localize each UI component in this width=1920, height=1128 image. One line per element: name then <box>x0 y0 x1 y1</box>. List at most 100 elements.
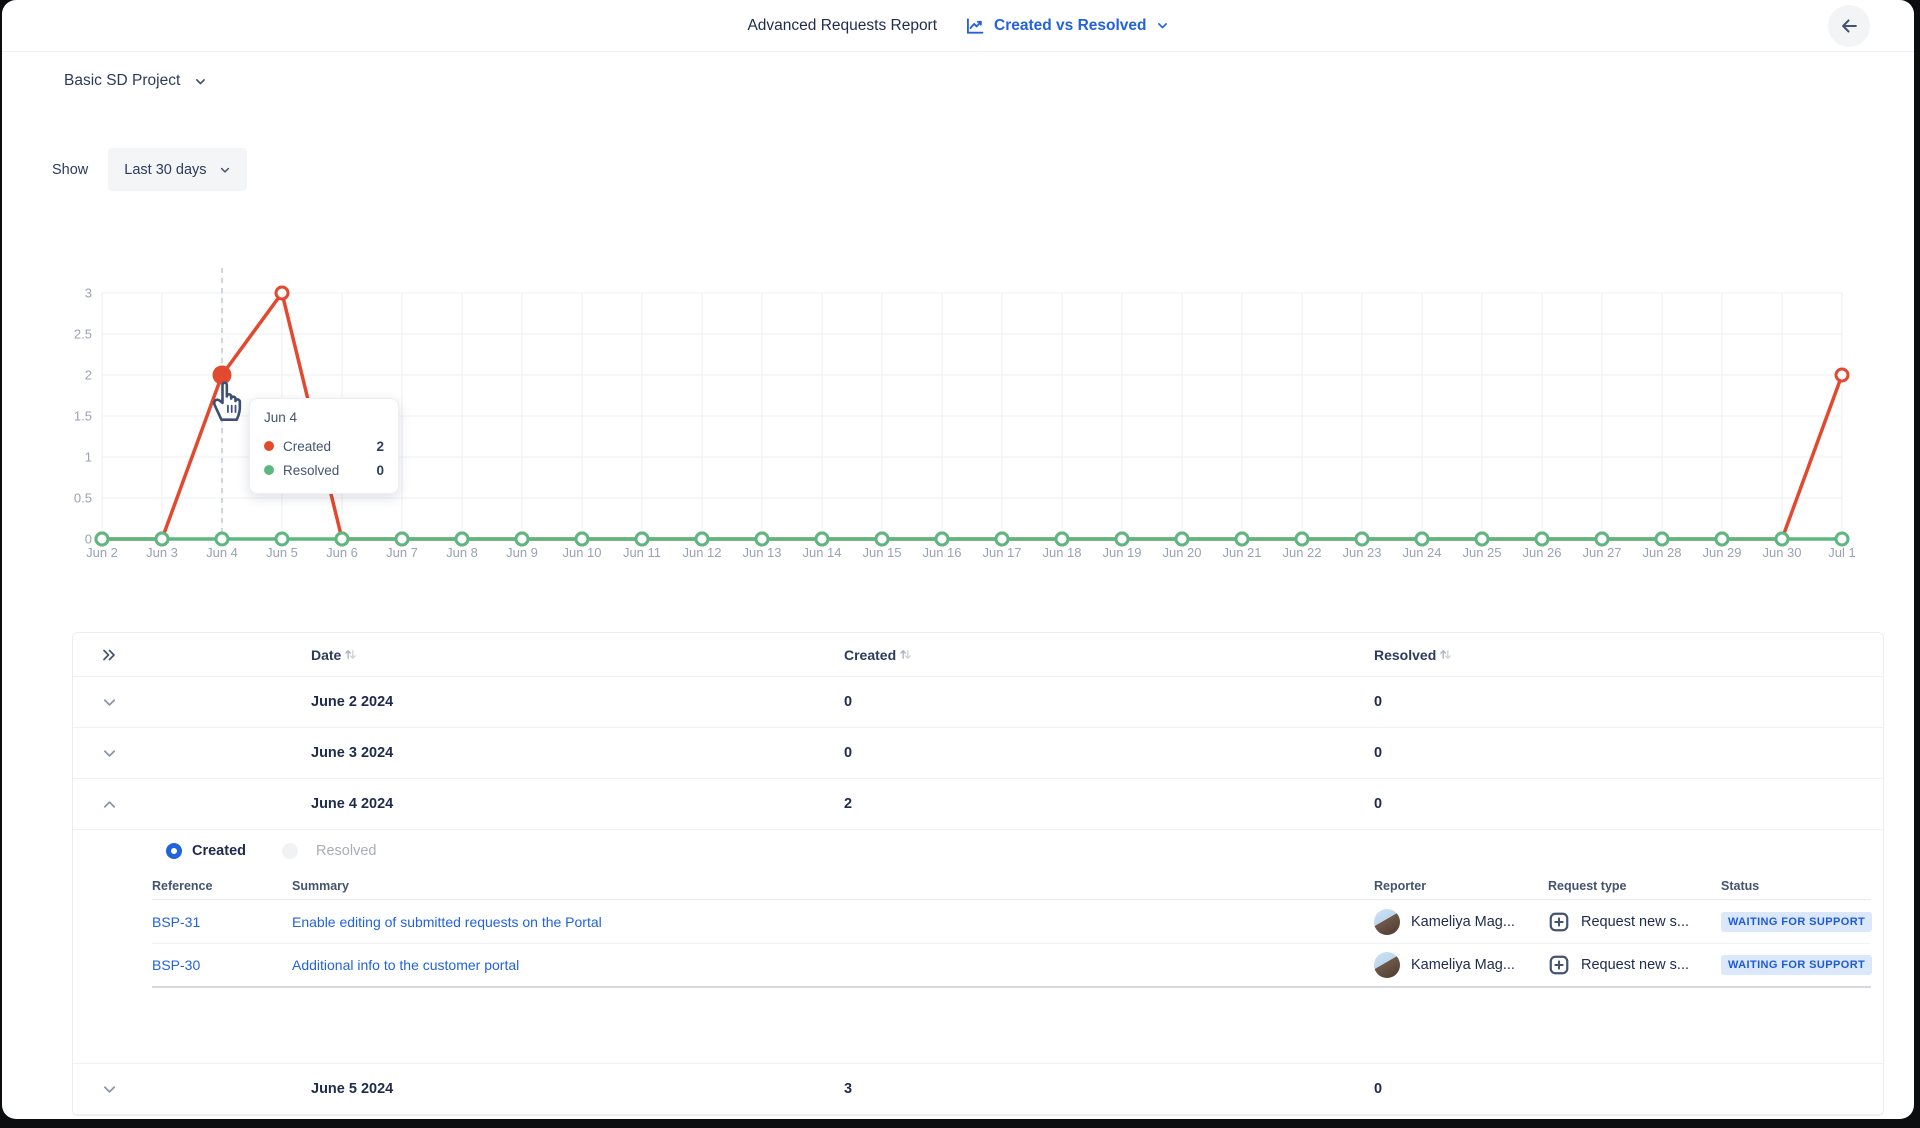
data-point-resolved[interactable] <box>454 531 470 547</box>
data-point-resolved[interactable] <box>274 531 290 547</box>
radio-resolved-label[interactable]: Resolved <box>316 843 377 859</box>
issue-summary-link[interactable]: Enable editing of submitted requests on … <box>292 913 602 930</box>
tooltip-resolved-value: 0 <box>376 462 384 478</box>
expand-row-button[interactable] <box>73 745 311 762</box>
data-point-resolved[interactable] <box>754 531 770 547</box>
column-header-resolved[interactable]: Resolved <box>1374 647 1883 663</box>
collapse-row-button[interactable] <box>73 796 311 813</box>
x-axis-tick: Jun 23 <box>1342 545 1381 560</box>
x-axis-tick: Jun 7 <box>386 545 418 560</box>
detail-filter-radios: Created Resolved <box>73 830 1883 868</box>
row-resolved-count: 0 <box>1374 796 1383 812</box>
data-point-resolved[interactable] <box>694 531 710 547</box>
y-axis-tick: 0 <box>85 532 92 547</box>
data-point-resolved[interactable] <box>1474 531 1490 547</box>
column-header-date-label: Date <box>311 646 342 663</box>
status-badge: WAITING FOR SUPPORT <box>1721 955 1873 975</box>
sort-icon <box>345 650 357 659</box>
request-new-icon <box>1549 912 1569 931</box>
data-point-resolved[interactable] <box>814 531 830 547</box>
data-point-resolved[interactable] <box>1594 531 1610 547</box>
data-point-resolved[interactable] <box>1534 531 1550 547</box>
row-created-count: 0 <box>844 694 853 710</box>
radio-created[interactable] <box>166 843 182 859</box>
table-row-june-4: June 4 2024 2 0 <box>73 779 1883 830</box>
table-row-june-2: June 2 2024 0 0 <box>73 677 1883 728</box>
expand-all-button[interactable] <box>73 647 311 663</box>
data-point-resolved[interactable] <box>1234 531 1250 547</box>
data-point-resolved[interactable] <box>1174 531 1190 547</box>
expand-row-button[interactable] <box>73 694 311 711</box>
sub-col-status: Status <box>1721 878 1760 893</box>
x-axis-tick: Jun 16 <box>922 545 961 560</box>
x-axis-tick: Jun 17 <box>982 545 1021 560</box>
data-point-resolved[interactable] <box>1114 531 1130 547</box>
data-point-resolved[interactable] <box>94 531 110 547</box>
tooltip-resolved-row: Resolved 0 <box>264 458 384 482</box>
report-type-label: Created vs Resolved <box>994 16 1147 34</box>
data-point-resolved[interactable] <box>214 531 230 547</box>
data-point-resolved[interactable] <box>394 531 410 547</box>
data-point-resolved[interactable] <box>994 531 1010 547</box>
expand-row-button[interactable] <box>73 1081 311 1098</box>
data-point-resolved[interactable] <box>934 531 950 547</box>
tooltip-created-label: Created <box>283 438 332 454</box>
y-axis-tick: 2.5 <box>74 327 92 342</box>
expanded-detail-june-4: Created Resolved Reference Summary Repor… <box>73 830 1883 1064</box>
report-type-selector[interactable]: Created vs Resolved <box>965 16 1169 36</box>
reporter-name: Kameliya Mag... <box>1411 913 1515 930</box>
reporter-name: Kameliya Mag... <box>1411 957 1515 973</box>
created-vs-resolved-chart[interactable]: 0 0.5 1 1.5 2 2.5 3 Jun 2 Jun 3 Jun 4 Jun 5 Jun 6 Ju… <box>2 250 1914 580</box>
data-point-resolved[interactable] <box>514 531 530 547</box>
x-axis-tick: Jun 26 <box>1522 545 1561 560</box>
column-header-date[interactable]: Date <box>311 647 844 663</box>
daily-requests-table: Date Created Resolved <box>72 632 1884 1116</box>
y-axis-tick: 1 <box>85 450 92 465</box>
x-axis-tick: Jun 24 <box>1402 545 1441 560</box>
y-axis-tick: 0.5 <box>74 491 92 506</box>
x-axis-tick: Jun 22 <box>1282 545 1321 560</box>
data-point-resolved[interactable] <box>154 531 170 547</box>
x-axis-tick: Jun 27 <box>1582 545 1621 560</box>
data-point-resolved[interactable] <box>574 531 590 547</box>
line-chart-icon <box>967 17 984 34</box>
data-point-resolved[interactable] <box>874 531 890 547</box>
back-button[interactable] <box>1828 5 1870 47</box>
data-point-resolved[interactable] <box>634 531 650 547</box>
data-point-created[interactable] <box>274 285 290 301</box>
project-selector[interactable]: Basic SD Project <box>64 72 207 90</box>
chevron-down-icon <box>103 698 116 706</box>
chevron-down-icon <box>103 749 116 757</box>
column-header-created[interactable]: Created <box>844 647 1374 663</box>
issue-row-bsp-30: BSP-30 Additional info to the customer p… <box>152 944 1873 988</box>
x-axis-tick: Jun 10 <box>562 545 601 560</box>
row-date: June 2 2024 <box>311 694 394 710</box>
data-point-resolved[interactable] <box>1714 531 1730 547</box>
data-point-resolved[interactable] <box>1654 531 1670 547</box>
data-point-resolved[interactable] <box>1834 531 1850 547</box>
radio-resolved[interactable] <box>282 843 298 859</box>
x-axis-tick: Jun 25 <box>1462 545 1501 560</box>
x-axis-tick: Jun 4 <box>206 545 238 560</box>
data-point-resolved[interactable] <box>334 531 350 547</box>
request-type-name: Request new s... <box>1581 913 1689 930</box>
status-cell: WAITING FOR SUPPORT <box>1721 911 1873 932</box>
date-range-value: Last 30 days <box>124 161 207 178</box>
issue-summary-link[interactable]: Additional info to the customer portal <box>292 957 520 973</box>
issue-key-link[interactable]: BSP-30 <box>152 957 201 973</box>
radio-created-label[interactable]: Created <box>192 843 246 859</box>
column-header-created-label: Created <box>844 646 897 663</box>
status-badge: WAITING FOR SUPPORT <box>1721 911 1873 932</box>
x-axis-tick: Jun 30 <box>1762 545 1801 560</box>
data-point-resolved[interactable] <box>1294 531 1310 547</box>
date-range-dropdown[interactable]: Last 30 days <box>108 148 247 191</box>
data-point-created[interactable] <box>1834 367 1850 383</box>
sort-icon <box>1440 650 1452 659</box>
data-point-resolved[interactable] <box>1054 531 1070 547</box>
tooltip-date: Jun 4 <box>264 410 298 425</box>
issue-key-link[interactable]: BSP-31 <box>152 913 201 930</box>
hovered-data-point[interactable] <box>212 365 232 385</box>
data-point-resolved[interactable] <box>1774 531 1790 547</box>
data-point-resolved[interactable] <box>1414 531 1430 547</box>
data-point-resolved[interactable] <box>1354 531 1370 547</box>
